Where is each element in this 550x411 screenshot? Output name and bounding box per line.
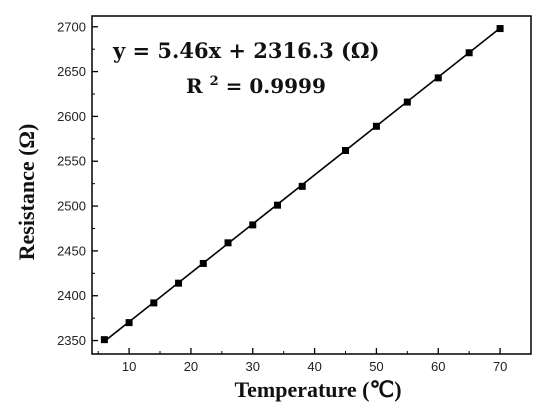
data-point <box>496 25 504 33</box>
r-squared-annotation: R 2 = 0.9999 <box>186 66 326 98</box>
data-point <box>372 122 380 130</box>
y-tick-label: 2600 <box>57 109 86 124</box>
data-point <box>298 182 306 190</box>
y-tick-label: 2700 <box>57 19 86 34</box>
r2-value: = 0.9999 <box>226 74 326 98</box>
y-axis-title: Resistance (Ω) <box>14 124 39 261</box>
r2-label: R <box>186 74 203 98</box>
x-tick-label: 40 <box>307 359 321 374</box>
y-tick-label: 2550 <box>57 154 86 169</box>
y-tick-label: 2650 <box>57 64 86 79</box>
data-point <box>342 146 350 154</box>
y-tick-label: 2400 <box>57 288 86 303</box>
data-point <box>100 336 108 344</box>
y-tick-label: 2500 <box>57 199 86 214</box>
x-tick-label: 30 <box>246 359 260 374</box>
plot-frame <box>91 15 532 355</box>
r2-superscript: 2 <box>210 74 219 89</box>
data-points-group <box>100 25 504 344</box>
data-point <box>199 259 207 267</box>
x-tick-label: 60 <box>431 359 445 374</box>
data-point <box>249 221 257 229</box>
data-point <box>224 239 232 247</box>
y-tick-label: 2350 <box>57 333 86 348</box>
x-axis-title: Temperature (℃) <box>234 377 401 402</box>
data-point <box>434 74 442 82</box>
x-tick-label: 50 <box>369 359 383 374</box>
data-point <box>465 49 473 57</box>
data-point <box>150 299 158 307</box>
x-tick-label: 10 <box>122 359 136 374</box>
x-tick-label: 20 <box>184 359 198 374</box>
equation-annotation: y = 5.46x + 2316.3 (Ω) <box>112 38 380 63</box>
data-point <box>273 201 281 209</box>
data-point <box>403 98 411 106</box>
x-tick-label: 70 <box>493 359 507 374</box>
data-point <box>125 319 133 327</box>
ticks-group: 10 20 30 40 50 60 70 2350 2400 2450 2500 2550 2600 26… <box>57 19 532 374</box>
y-tick-label: 2450 <box>57 243 86 258</box>
data-point <box>175 279 183 287</box>
plot-frame-group <box>91 15 532 355</box>
